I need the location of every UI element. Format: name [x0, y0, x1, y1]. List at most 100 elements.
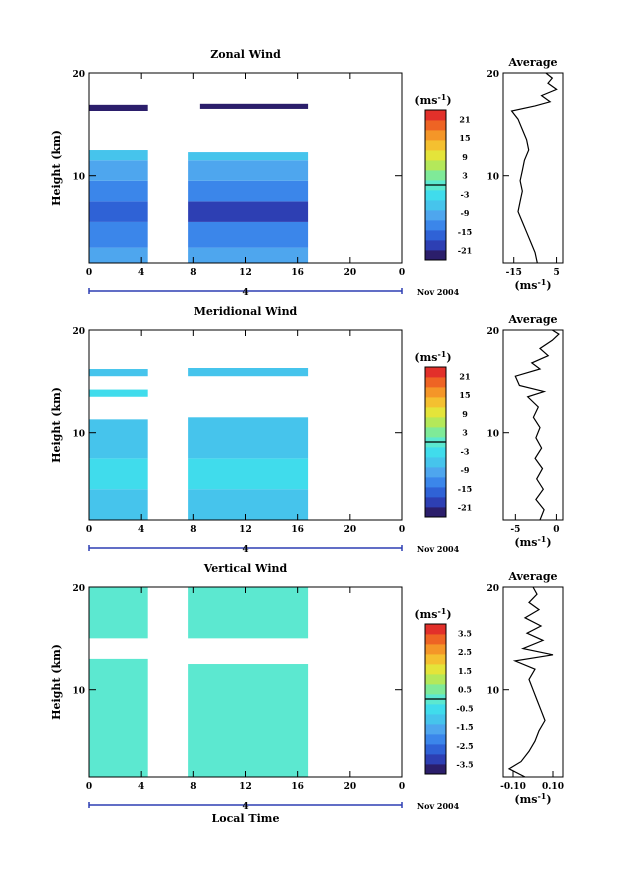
x-axis-label: Local Time: [212, 812, 280, 825]
colorbar-swatch: [425, 250, 446, 261]
colorbar-swatch: [425, 110, 446, 121]
colorbar-swatch: [425, 230, 446, 241]
profile-line: [514, 329, 560, 521]
colorbar-tick-label: -9: [461, 208, 470, 218]
data-cell: [188, 417, 309, 459]
colorbar-swatch: [425, 644, 446, 655]
data-cell: [89, 489, 148, 520]
x-tick-label: 0: [399, 782, 405, 792]
colorbar-tick-label: -15: [458, 227, 472, 237]
x-tick-label: 0: [399, 525, 405, 535]
month-label: Nov 2004: [417, 801, 460, 811]
colorbar-swatch: [425, 200, 446, 211]
data-cell: [188, 160, 309, 181]
month-label: Nov 2004: [417, 287, 460, 297]
profile-y-tick-label: 10: [486, 687, 499, 697]
profile-x-tick-label: -15: [506, 268, 522, 278]
colorbar-swatch: [425, 120, 446, 131]
data-cell: [89, 658, 148, 777]
colorbar-tick-label: 3: [462, 428, 468, 438]
data-cell: [188, 587, 309, 639]
colorbar-unit: (ms-1): [414, 92, 451, 107]
profile-x-tick-label: 0.10: [542, 782, 564, 792]
profile-frame: [502, 72, 564, 264]
colorbar-swatch: [425, 130, 446, 141]
colorbar-tick-label: -0.5: [456, 703, 473, 713]
colorbar-swatch: [425, 724, 446, 735]
colorbar-swatch: [425, 654, 446, 665]
y-tick-label: 20: [72, 70, 85, 80]
colorbar-swatch: [425, 457, 446, 468]
colorbar-swatch: [425, 140, 446, 151]
month-label: Nov 2004: [417, 544, 460, 554]
colorbar-unit: (ms-1): [414, 349, 451, 364]
x-tick-label: 8: [190, 268, 196, 278]
x-tick-label: 0: [86, 268, 92, 278]
colorbar-swatch: [425, 367, 446, 378]
data-cell: [89, 369, 148, 377]
colorbar-swatch: [425, 477, 446, 488]
x-tick-label: 0: [86, 525, 92, 535]
x-tick-label: 16: [291, 782, 304, 792]
colorbar-swatch: [425, 764, 446, 775]
colorbar-swatch: [425, 674, 446, 685]
colorbar-swatch: [425, 150, 446, 161]
data-cell: [89, 458, 148, 490]
colorbar-swatch: [425, 170, 446, 181]
x-tick-label: 12: [239, 782, 252, 792]
colorbar-swatch: [425, 467, 446, 478]
x-tick-label: 20: [344, 268, 357, 278]
date-label: 4: [242, 545, 248, 555]
colorbar-swatch: [425, 664, 446, 675]
x-tick-label: 16: [291, 525, 304, 535]
data-cell: [188, 489, 309, 520]
colorbar-tick-label: 9: [462, 409, 468, 419]
colorbar-swatch: [425, 190, 446, 201]
profile-x-tick-label: -5: [510, 525, 520, 535]
data-cell: [89, 587, 148, 639]
colorbar-swatch: [425, 417, 446, 428]
y-tick-label: 20: [72, 584, 85, 594]
data-cell: [188, 247, 309, 263]
profile-x-tick-label: 5: [553, 268, 559, 278]
colorbar-swatch: [425, 487, 446, 498]
profile-y-tick-label: 10: [486, 430, 499, 440]
data-cell: [89, 419, 148, 459]
profile-frame: [502, 586, 564, 778]
colorbar-tick-label: 1.5: [458, 666, 472, 676]
colorbar-tick-label: -3: [461, 189, 470, 199]
colorbar-tick-label: -21: [458, 246, 472, 256]
y-tick-label: 10: [72, 687, 85, 697]
colorbar-unit: (ms-1): [414, 606, 451, 621]
colorbar-swatch: [425, 754, 446, 765]
colorbar-tick-label: -1.5: [456, 722, 473, 732]
x-tick-label: 8: [190, 525, 196, 535]
profile-y-tick-label: 20: [486, 327, 499, 337]
x-tick-label: 0: [86, 782, 92, 792]
colorbar-tick-label: 3.5: [458, 628, 472, 638]
colorbar-swatch: [425, 744, 446, 755]
colorbar-swatch: [425, 397, 446, 408]
colorbar-swatch: [425, 160, 446, 171]
colorbar-swatch: [425, 714, 446, 725]
data-cell: [188, 664, 309, 777]
colorbar-swatch: [425, 624, 446, 635]
panel-title: Zonal Wind: [210, 48, 281, 61]
data-cell: [188, 152, 309, 161]
colorbar-tick-label: 3: [462, 171, 468, 181]
profile-unit: (ms-1): [514, 534, 551, 549]
colorbar-swatch: [425, 634, 446, 645]
colorbar-tick-label: -3: [461, 446, 470, 456]
colorbar-swatch: [425, 210, 446, 221]
x-tick-label: 4: [138, 268, 144, 278]
colorbar-swatch: [425, 387, 446, 398]
colorbar-swatch: [425, 447, 446, 458]
colorbar-tick-label: -15: [458, 484, 472, 494]
y-tick-label: 20: [72, 327, 85, 337]
data-cell: [188, 368, 309, 377]
profile-unit: (ms-1): [514, 791, 551, 806]
colorbar-tick-label: 21: [459, 371, 470, 381]
colorbar-tick-label: -9: [461, 465, 470, 475]
colorbar-tick-label: 0.5: [458, 685, 472, 695]
